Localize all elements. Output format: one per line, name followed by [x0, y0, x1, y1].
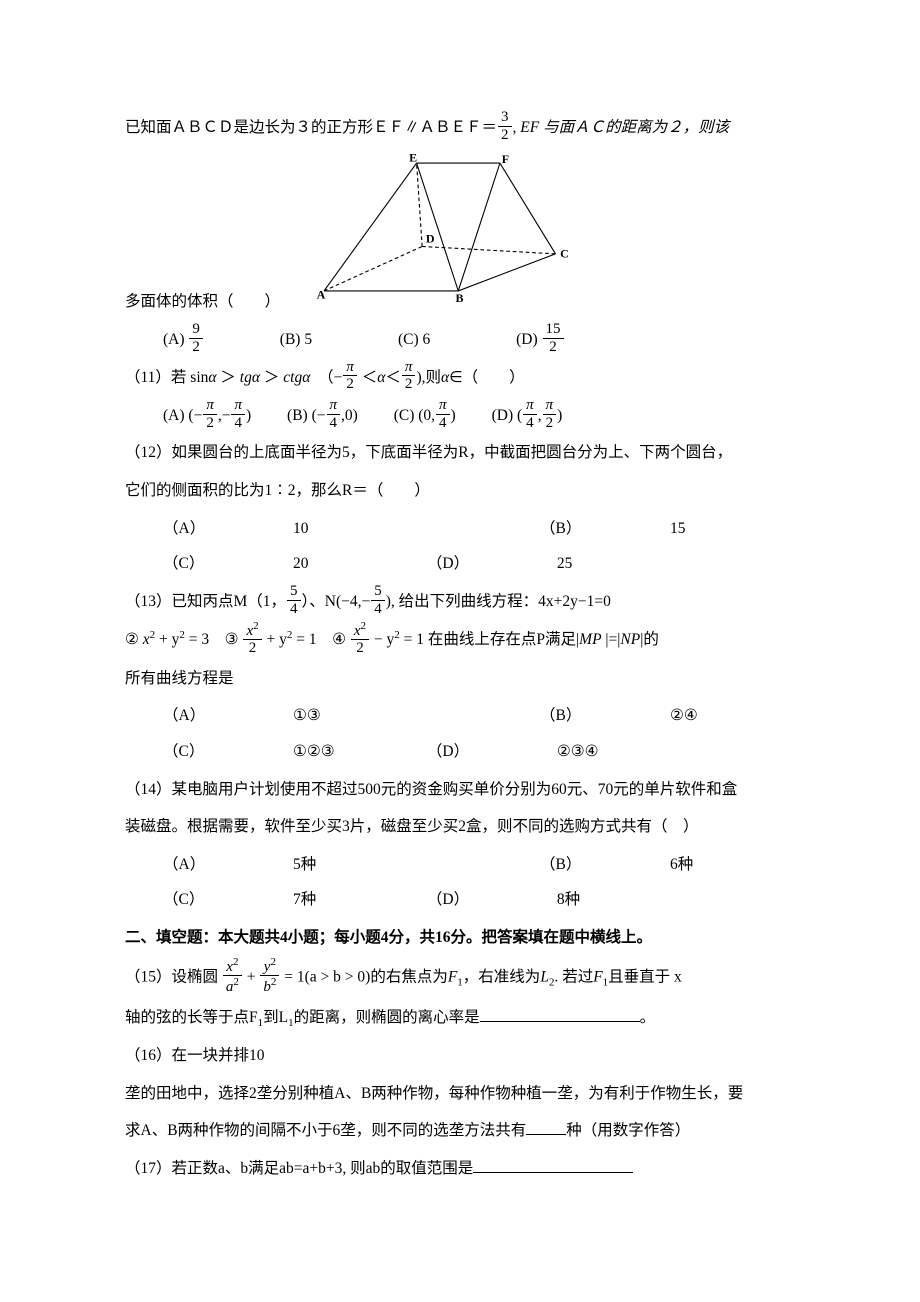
q13-stem-3: 所有曲线方程是 [125, 661, 800, 697]
blank [473, 1157, 633, 1174]
paren: （ [318, 369, 334, 386]
option-c: （C）20 [163, 546, 423, 582]
option-b: （B）15 [540, 511, 800, 547]
option-d: (D) (π4,π2) [492, 398, 563, 434]
svg-text:C: C [560, 246, 569, 260]
option-c: （C）①②③ [163, 734, 423, 770]
alpha: α [208, 369, 216, 386]
q16-line2: 垄的田地中，选择2垄分别种植A、B两种作物，每种作物种植一垄，为有利于作物生长，… [125, 1076, 800, 1112]
option-b: (B) 5 [280, 322, 312, 358]
text: （15）设椭圆 [125, 968, 218, 985]
text: ), 给出下列曲线方程：4x+2y−1=0 [386, 593, 611, 610]
option-a: (A) 92 [163, 322, 204, 358]
svg-text:B: B [455, 291, 463, 302]
option-a: （A）5种 [163, 847, 423, 883]
q13-options: （A）①③ （B）②④ （C）①②③ （D）②③④ [125, 698, 800, 769]
lt: ＜ [362, 369, 378, 386]
gt: ＞ [220, 369, 236, 386]
svg-text:D: D [426, 231, 435, 245]
q15-stem-b: 轴的弦的长等于点F1到L1的距离，则椭圆的离心率是。 [125, 1000, 800, 1036]
q12-stem-b: 它们的侧面积的比为1∶2，那么R＝（ ） [125, 473, 800, 509]
lt2: ＜ [385, 369, 401, 386]
option-d: （D）8种 [427, 882, 687, 918]
q13-stem-1: （13）已知丙点M（1，54）、N(−4,−54), 给出下列曲线方程：4x+2… [125, 584, 800, 620]
option-a: （A）①③ [163, 698, 423, 734]
option-d: （D）25 [427, 546, 687, 582]
q13-stem-2: ② x2 + y2 = 3 ③ x22 + y2 = 1 ④ x22 − y2 … [125, 622, 800, 659]
option-a: （A）10 [163, 511, 423, 547]
q14-options: （A）5种 （B）6种 （C）7种 （D）8种 [125, 847, 800, 918]
text: , EF 与面ＡＣ的距离为２，则该 [513, 119, 730, 136]
q10-stem: 已知面ＡＢＣＤ是边长为３的正方形ＥＦ∥ＡＢＥＦ＝32, EF 与面ＡＣ的距离为２… [125, 110, 800, 146]
q10-options: (A) 92 (B) 5 (C) 6 (D) 152 [125, 321, 800, 357]
q14-stem-a: （14）某电脑用户计划使用不超过500元的资金购买单价分别为60元、70元的单片… [125, 772, 800, 808]
q17-line: （17）若正数a、b满足ab=a+b+3, 则ab的取值范围是 [125, 1151, 800, 1187]
text: （13）已知丙点M（1， [125, 593, 286, 610]
q11-options: (A) (−π2,−π4) (B) (−π4,0) (C) (0,π4) (D)… [125, 397, 800, 433]
option-c: (C) (0,π4) [394, 398, 456, 434]
q15-stem-a: （15）设椭圆 x2a2 + y2b2 = 1(a > b > 0)的右焦点为F… [125, 958, 800, 998]
q12-options: （A）10 （B）15 （C）20 （D）25 [125, 511, 800, 582]
text: ）、N(−4,− [302, 593, 371, 610]
option-d: (D) 152 [516, 322, 564, 358]
blank [480, 1005, 640, 1022]
option-d: （D）②③④ [427, 734, 687, 770]
option-b: （B）②④ [540, 698, 800, 734]
tg: tgα [240, 369, 260, 386]
option-a: (A) (−π2,−π4) [163, 398, 251, 434]
in: ∈（ ） [449, 369, 525, 386]
text: （11）若 sin [125, 369, 208, 386]
paren-r: ),则 [416, 369, 441, 386]
q11-stem: （11）若 sinα ＞ tgα ＞ ctgα （−π2 ＜α＜π2),则α∈（… [125, 360, 800, 396]
q12-stem: （12）如果圆台的上底面半径为5，下底面半径为R，中截面把圆台分为上、下两个圆台… [125, 435, 800, 471]
option-b: （B）6种 [540, 847, 800, 883]
ctg: ctgα [283, 369, 310, 386]
blank [526, 1119, 566, 1136]
option-c: （C）7种 [163, 882, 423, 918]
section-2-heading: 二、填空题：本大题共4小题；每小题4分，共16分。把答案填在题中横线上。 [125, 920, 800, 956]
neg: − [334, 369, 343, 386]
mark2: ② [125, 631, 139, 648]
polyhedron-figure: A B C D E F [314, 152, 584, 316]
q14-stem-b: 装磁盘。根据需要，软件至少买3片，磁盘至少买2盒，则不同的选购方式共有（ ） [125, 809, 800, 845]
option-c: (C) 6 [398, 322, 430, 358]
text: 已知面ＡＢＣＤ是边长为３的正方形ＥＦ∥ＡＢＥＦ＝ [125, 119, 497, 136]
option-b: (B) (−π4,0) [287, 398, 358, 434]
svg-text:F: F [502, 152, 509, 166]
svg-text:E: E [409, 152, 417, 164]
q10-figure-row: 多面体的体积（ ） A B C D E F [125, 148, 800, 320]
text: 多面体的体积（ ） [125, 293, 280, 310]
gt2: ＞ [264, 369, 280, 386]
frac-3-2: 32 [498, 109, 512, 143]
q16-line1: （16）在一块并排10 [125, 1038, 800, 1074]
q16-line3: 求A、B两种作物的间隔不小于6垄，则不同的选垄方法共有种（用数字作答） [125, 1113, 800, 1149]
svg-text:A: A [316, 287, 325, 301]
alpha3: α [441, 369, 449, 386]
